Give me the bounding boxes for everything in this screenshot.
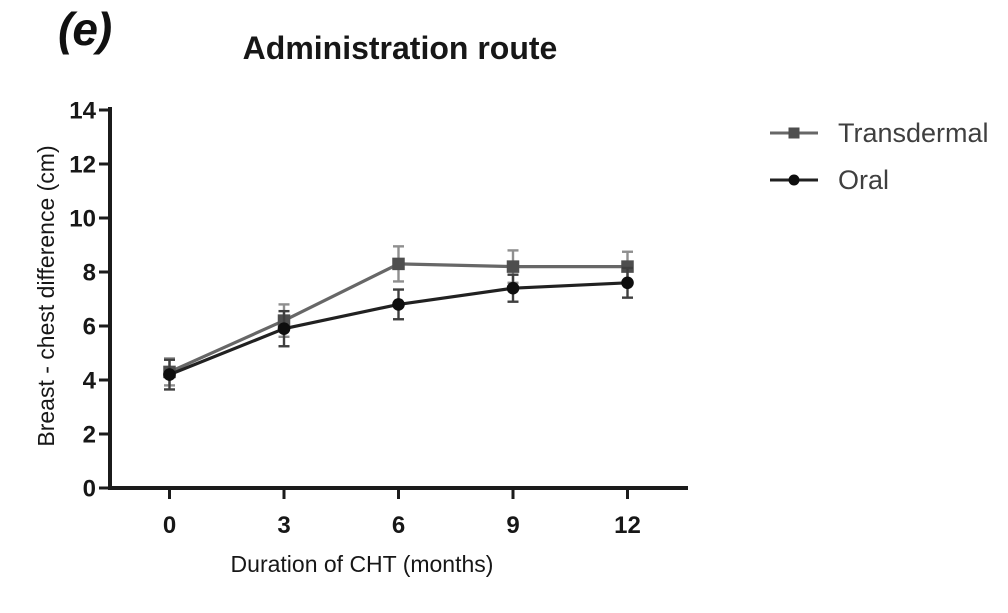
data-point-square <box>506 260 520 273</box>
panel-label: (e) <box>58 3 112 55</box>
x-axis-title: Duration of CHT (months) <box>230 551 494 577</box>
y-tick-label: 14 <box>69 98 96 125</box>
legend-item-oral: Oral <box>770 165 989 195</box>
x-tick-label: 6 <box>392 512 405 539</box>
data-point-square <box>621 260 634 273</box>
x-tick-label: 3 <box>277 512 290 539</box>
y-tick-label: 8 <box>83 260 96 287</box>
y-tick-label: 10 <box>69 206 96 233</box>
y-tick-label: 2 <box>83 422 96 449</box>
data-point-circle <box>621 276 634 290</box>
y-axis-title: Breast - chest difference (cm) <box>33 145 59 447</box>
legend: Transdermal Oral <box>770 118 989 195</box>
series-oral <box>163 266 634 391</box>
data-point-circle <box>506 281 520 295</box>
y-tick-label: 0 <box>83 476 96 503</box>
x-axis-ticks: 0 3 6 9 12 <box>163 488 641 539</box>
legend-item-transdermal: Transdermal <box>770 118 989 148</box>
transdermal-series-marker-icon <box>770 126 818 140</box>
x-tick-label: 0 <box>163 512 176 539</box>
x-tick-label: 12 <box>614 512 641 539</box>
legend-label-transdermal: Transdermal <box>838 117 989 148</box>
data-point-circle <box>163 368 176 381</box>
y-axis-ticks: 0 2 4 6 8 10 12 14 <box>69 98 110 503</box>
legend-label-oral: Oral <box>838 164 890 195</box>
x-tick-label: 9 <box>506 512 519 539</box>
y-tick-label: 12 <box>69 152 96 179</box>
chart-title: Administration route <box>242 30 558 66</box>
y-tick-label: 4 <box>83 368 97 395</box>
data-point-square <box>392 257 405 271</box>
y-tick-label: 6 <box>83 314 96 341</box>
data-point-circle <box>392 298 405 311</box>
oral-series-marker-icon <box>770 173 818 187</box>
data-point-circle <box>277 322 291 336</box>
